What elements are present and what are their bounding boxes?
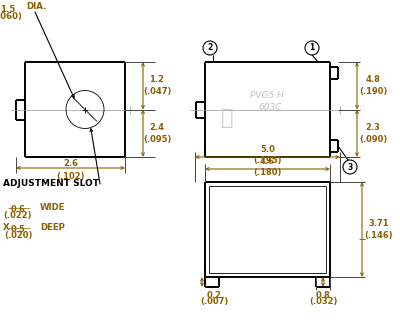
Text: 3: 3 (347, 162, 353, 172)
Text: (.032): (.032) (309, 297, 337, 306)
Text: (.090): (.090) (359, 135, 387, 144)
Text: 603C: 603C (258, 103, 282, 112)
Text: (.020): (.020) (4, 231, 32, 240)
Text: (.180): (.180) (253, 169, 282, 178)
Text: 5.0: 5.0 (260, 144, 275, 153)
Text: PVG5 H: PVG5 H (250, 91, 284, 100)
Text: 2: 2 (207, 43, 213, 52)
Text: (.047): (.047) (143, 87, 171, 96)
Text: (.022): (.022) (4, 211, 32, 220)
Text: 1.2: 1.2 (150, 75, 164, 84)
Text: (.060): (.060) (0, 12, 22, 21)
Text: WIDE: WIDE (40, 204, 66, 212)
Text: ADJUSTMENT SLOT: ADJUSTMENT SLOT (3, 180, 99, 189)
Text: (.095): (.095) (143, 135, 171, 144)
Text: 0.6: 0.6 (10, 205, 26, 214)
Text: DIA.: DIA. (26, 2, 46, 11)
Text: 0.8: 0.8 (316, 291, 330, 300)
Text: 1.5: 1.5 (0, 5, 16, 14)
Text: 3.71: 3.71 (369, 219, 389, 228)
Text: 0.2: 0.2 (206, 291, 222, 300)
Text: 0.5: 0.5 (10, 225, 26, 234)
Text: X: X (3, 223, 10, 232)
Text: 2.4: 2.4 (150, 123, 164, 132)
Text: (.190): (.190) (359, 87, 387, 96)
Text: 4.8: 4.8 (366, 75, 380, 84)
Text: 2.6: 2.6 (63, 159, 78, 169)
Text: 2.3: 2.3 (366, 123, 380, 132)
Text: (.007): (.007) (200, 297, 228, 306)
Text: (.195): (.195) (253, 156, 282, 165)
Text: (.146): (.146) (365, 231, 393, 240)
Text: 1: 1 (309, 43, 315, 52)
Text: DEEP: DEEP (40, 223, 65, 232)
Text: (.102): (.102) (56, 172, 85, 181)
Text: 4.6: 4.6 (260, 156, 275, 165)
Text: Ⓑ: Ⓑ (221, 108, 233, 127)
